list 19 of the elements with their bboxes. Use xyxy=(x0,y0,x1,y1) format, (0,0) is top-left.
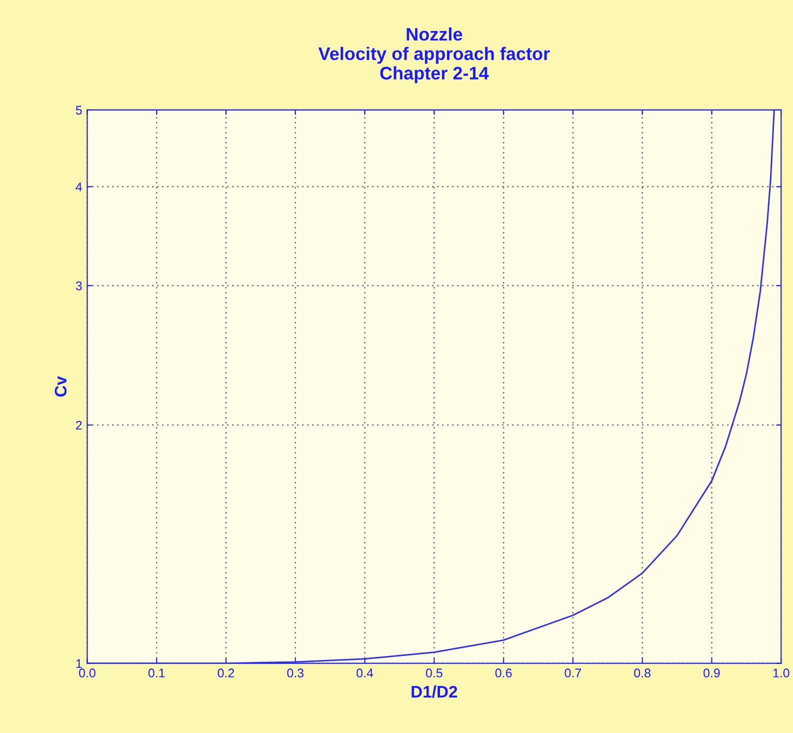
x-tick-label: 0.4 xyxy=(356,668,374,678)
y-tick-label: 2 xyxy=(76,420,82,430)
y-tick-label: 3 xyxy=(76,281,82,290)
y-tick-label: 4 xyxy=(76,182,82,192)
chart-title: Nozzle Velocity of approach factor Chapter 2-14 xyxy=(318,27,550,84)
x-axis-title: D1/D2 xyxy=(412,685,458,698)
x-tick-label: 0.7 xyxy=(564,668,582,678)
x-tick-label: 0.9 xyxy=(704,668,720,678)
y-tick-label: 1 xyxy=(76,659,82,668)
y-tick-label: 5 xyxy=(76,106,82,115)
x-tick-label: 0.5 xyxy=(426,668,442,678)
x-tick-label: 0.8 xyxy=(634,668,650,678)
x-tick-label: 1.0 xyxy=(773,668,790,678)
x-tick-label: 0.3 xyxy=(287,668,304,678)
y-axis-title: Cv xyxy=(54,376,67,397)
x-tick-label: 0.1 xyxy=(148,668,165,678)
x-tick-label: 0.0 xyxy=(79,668,96,678)
x-tick-label: 0.2 xyxy=(218,668,234,678)
x-tick-label: 0.6 xyxy=(495,668,512,678)
